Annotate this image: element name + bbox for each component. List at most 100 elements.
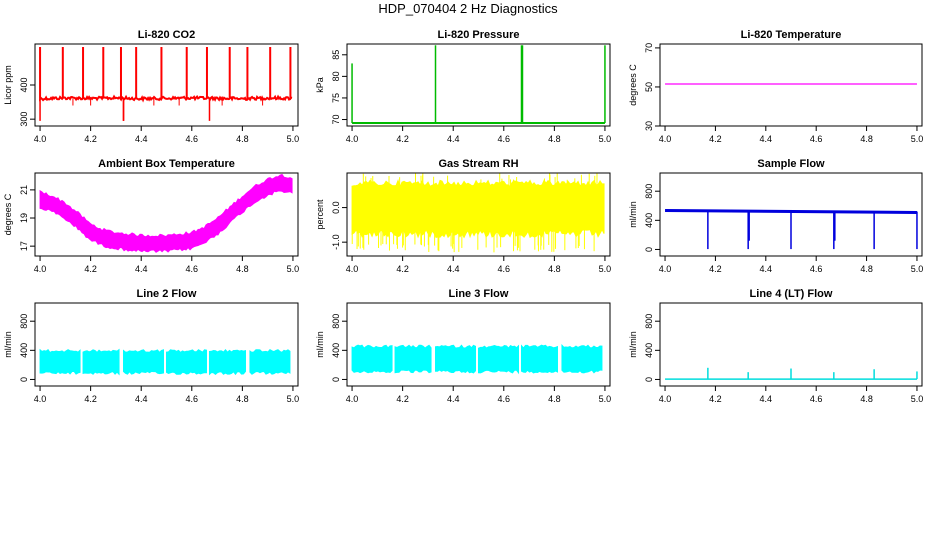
y-axis-label: degrees C [628,64,638,106]
y-tick-label: 400 [331,343,341,358]
chart-panel: Line 4 (LT) Flow 4.0 4.2 4.4 4.6 4.8 5.0 0 400 80… [628,288,923,404]
x-tick-label: 4.6 [186,394,199,404]
y-axis-label: kPa [315,77,325,93]
y-axis-label: ml/min [315,331,325,358]
series-band [561,343,603,374]
x-tick-label: 4.2 [396,394,409,404]
chart-title: Li-820 Pressure [438,29,520,41]
x-tick-label: 4.0 [34,394,47,404]
series-line [39,173,293,253]
chart-title: Line 3 Flow [449,288,509,300]
series-line [351,45,606,124]
series-line [351,173,605,253]
x-tick-label: 5.0 [599,134,612,144]
chart-title: Line 4 (LT) Flow [750,288,833,300]
x-tick-label: 4.0 [34,264,47,274]
plot-frame [659,172,923,257]
plot-frame [34,43,299,127]
figure-title: HDP_070404 2 Hz Diagnostics [378,1,558,16]
chart-title: Gas Stream RH [438,158,518,170]
x-tick-label: 4.8 [860,394,873,404]
series-band [394,344,432,374]
series-band [39,348,81,375]
plot-frame [34,172,299,257]
x-tick-label: 4.2 [84,264,97,274]
series-band [435,344,477,374]
x-tick-label: 4.8 [236,264,249,274]
y-tick-label: 400 [644,343,654,358]
y-tick-label: 75 [331,93,341,103]
x-tick-label: 4.2 [709,134,722,144]
series-band [249,348,291,375]
x-tick-label: 4.6 [810,394,823,404]
x-tick-label: 4.8 [548,264,561,274]
x-tick-label: 4.4 [135,264,148,274]
y-tick-label: 80 [331,71,341,81]
x-tick-label: 5.0 [911,264,924,274]
y-tick-label: 70 [644,43,654,53]
x-tick-label: 5.0 [287,134,300,144]
x-tick-label: 4.0 [659,394,672,404]
x-tick-label: 5.0 [599,394,612,404]
series-band [166,349,207,375]
y-axis-label: ml/min [3,331,13,358]
chart-title: Ambient Box Temperature [98,158,235,170]
series-band [123,349,165,375]
x-tick-label: 4.6 [498,394,511,404]
x-tick-label: 4.8 [236,394,249,404]
series-band [351,344,393,374]
series-band [82,348,120,376]
y-tick-label: 0 [331,377,341,382]
series-band [208,349,246,376]
chart-title: Li-820 Temperature [741,29,842,41]
chart-panel: Line 3 Flow 4.0 4.2 4.4 4.6 4.8 5.0 0 400 800 ml/m… [315,288,611,404]
x-tick-label: 4.0 [346,394,359,404]
y-axis-label: Licor ppm [3,65,13,105]
x-tick-label: 5.0 [287,264,300,274]
series-band [520,344,558,374]
series-band [39,173,293,253]
plot-frame [346,302,611,387]
plot-frame [346,43,611,127]
x-tick-label: 4.2 [84,134,97,144]
x-tick-label: 5.0 [911,394,924,404]
chart-panel: Gas Stream RH 4.0 4.2 4.4 4.6 4.8 5.0 -1.0 0.0 pe… [315,158,611,274]
x-tick-label: 4.4 [135,394,148,404]
x-tick-label: 4.8 [236,134,249,144]
y-tick-label: 400 [19,77,29,92]
series-line [665,208,917,214]
y-tick-label: 30 [644,121,654,131]
x-tick-label: 4.0 [346,134,359,144]
chart-panel: Li-820 Temperature 4.0 4.2 4.4 4.6 4.8 5.0 30 50… [628,29,923,144]
x-tick-label: 4.2 [709,394,722,404]
chart-panel: Ambient Box Temperature 4.0 4.2 4.4 4.6 4.8 5.… [3,158,299,274]
x-tick-label: 4.2 [709,264,722,274]
x-tick-label: 4.8 [860,264,873,274]
plot-frame [659,43,923,127]
x-tick-label: 4.0 [346,264,359,274]
x-tick-label: 4.6 [498,134,511,144]
x-tick-label: 4.0 [34,134,47,144]
chart-title: Sample Flow [757,158,825,170]
x-tick-label: 4.4 [760,134,773,144]
x-tick-label: 4.8 [548,394,561,404]
y-tick-label: 19 [19,213,29,223]
x-tick-label: 4.4 [447,264,460,274]
y-tick-label: 21 [19,185,29,195]
series-line [665,367,918,380]
y-axis-label: degrees C [3,193,13,235]
y-tick-label: 800 [644,184,654,199]
x-tick-label: 4.4 [760,394,773,404]
x-tick-label: 4.2 [396,134,409,144]
x-tick-label: 4.8 [548,134,561,144]
series-band [478,344,519,375]
plot-frame [346,172,611,257]
chart-panel: Line 2 Flow 4.0 4.2 4.4 4.6 4.8 5.0 0 400 800 ml/m… [3,288,299,404]
x-tick-label: 4.6 [186,134,199,144]
series-line [351,343,603,375]
chart-panel: Sample Flow 4.0 4.2 4.4 4.6 4.8 5.0 0 400 800 ml/m… [628,158,923,274]
x-tick-label: 4.4 [135,134,148,144]
x-tick-label: 5.0 [287,394,300,404]
y-tick-label: 800 [644,314,654,329]
